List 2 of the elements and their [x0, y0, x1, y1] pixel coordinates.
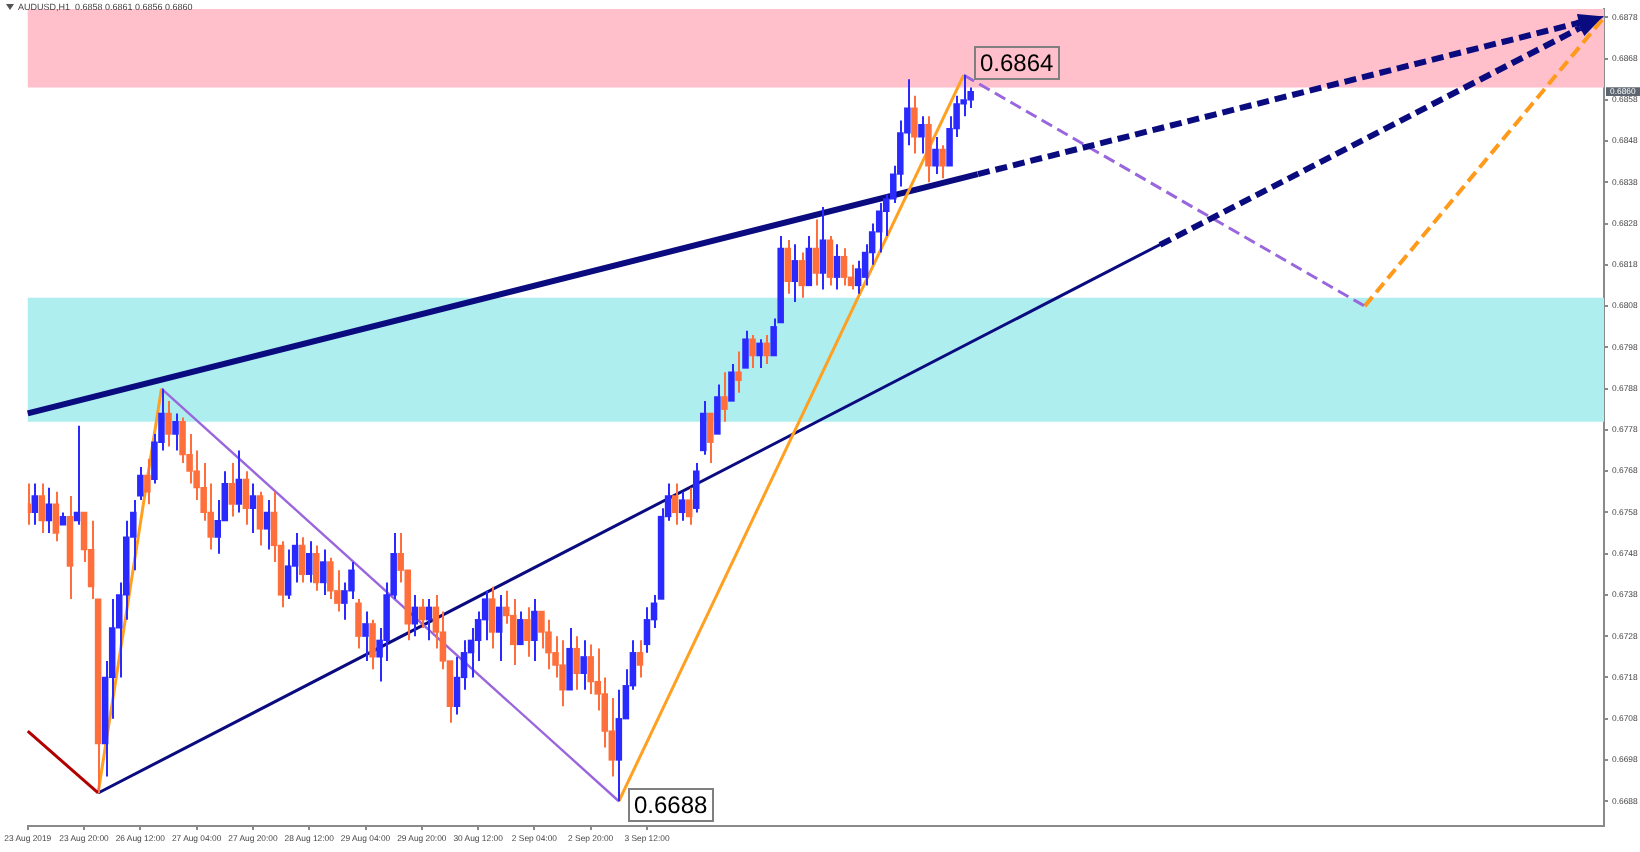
annotation: 0.6688 [634, 790, 709, 819]
annotation: 0.6864 [980, 48, 1055, 77]
